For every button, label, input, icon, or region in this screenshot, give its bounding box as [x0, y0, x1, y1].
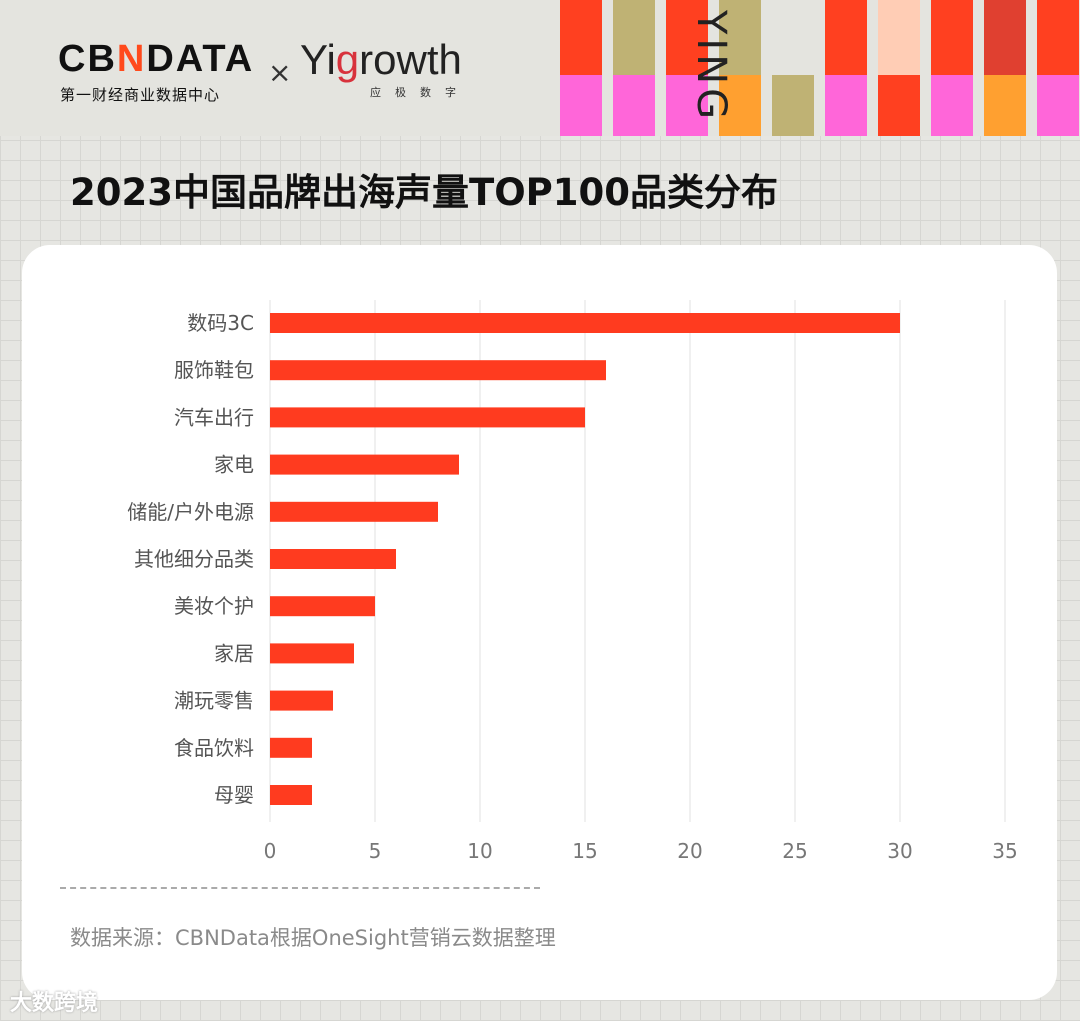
bar [270, 643, 354, 664]
x-tick-label: 10 [467, 839, 492, 863]
x-tick-label: 30 [887, 839, 912, 863]
x-tick-label: 0 [264, 839, 277, 863]
bar [270, 360, 606, 381]
category-label: 家居 [214, 641, 254, 665]
divider [60, 887, 540, 889]
category-label: 汽车出行 [174, 405, 254, 429]
yigrowth-logo-subtitle: 应极数字 [370, 86, 470, 99]
bar [270, 549, 396, 569]
chart-title: 2023中国品牌出海声量TOP100品类分布 [70, 171, 779, 214]
x-tick-label: 15 [572, 839, 597, 863]
bar [270, 785, 312, 805]
category-label: 其他细分品类 [134, 547, 254, 571]
decor-text: YING [688, 10, 734, 124]
decor-stripe [878, 0, 920, 136]
decor-stripe [984, 0, 1026, 136]
bar [270, 737, 312, 758]
x-tick-label: 35 [992, 839, 1017, 863]
x-tick-label: 20 [677, 839, 702, 863]
bar [270, 313, 900, 333]
category-label: 潮玩零售 [174, 689, 254, 713]
category-label: 数码3C [187, 311, 254, 335]
yigrowth-logo: Yigrowth [300, 36, 462, 83]
category-label: 储能/户外电源 [127, 500, 254, 524]
decor-stripe [1037, 0, 1079, 136]
cbndata-logo-subtitle: 第一财经商业数据中心 [60, 86, 221, 104]
category-label: 母婴 [214, 783, 254, 807]
bar [270, 501, 438, 522]
category-label: 家电 [214, 453, 254, 477]
watermark: 大数跨境 [10, 991, 99, 1016]
decor-stripe [772, 0, 814, 136]
category-label: 食品饮料 [174, 736, 254, 760]
decor-stripe [560, 0, 602, 136]
data-source: 数据来源：CBNData根据OneSight营销云数据整理 [70, 926, 556, 950]
bar [270, 690, 333, 711]
decor-stripe [613, 0, 655, 136]
x-tick-label: 5 [369, 839, 382, 863]
category-label: 服饰鞋包 [174, 358, 254, 382]
decor-stripe [719, 0, 761, 136]
collab-x: × [268, 56, 292, 89]
x-tick-label: 25 [782, 839, 807, 863]
decor-stripe [931, 0, 973, 136]
header-banner: CBNDATA 第一财经商业数据中心 × Yigrowth 应极数字 YING [0, 0, 1080, 136]
bar [270, 407, 585, 428]
decor-stripe [666, 0, 708, 136]
bar [270, 454, 459, 475]
decor-stripe [825, 0, 867, 136]
category-label: 美妆个护 [174, 594, 254, 618]
bar [270, 596, 375, 617]
decorative-stripes [560, 0, 1080, 136]
cbndata-logo: CBNDATA [58, 38, 255, 80]
